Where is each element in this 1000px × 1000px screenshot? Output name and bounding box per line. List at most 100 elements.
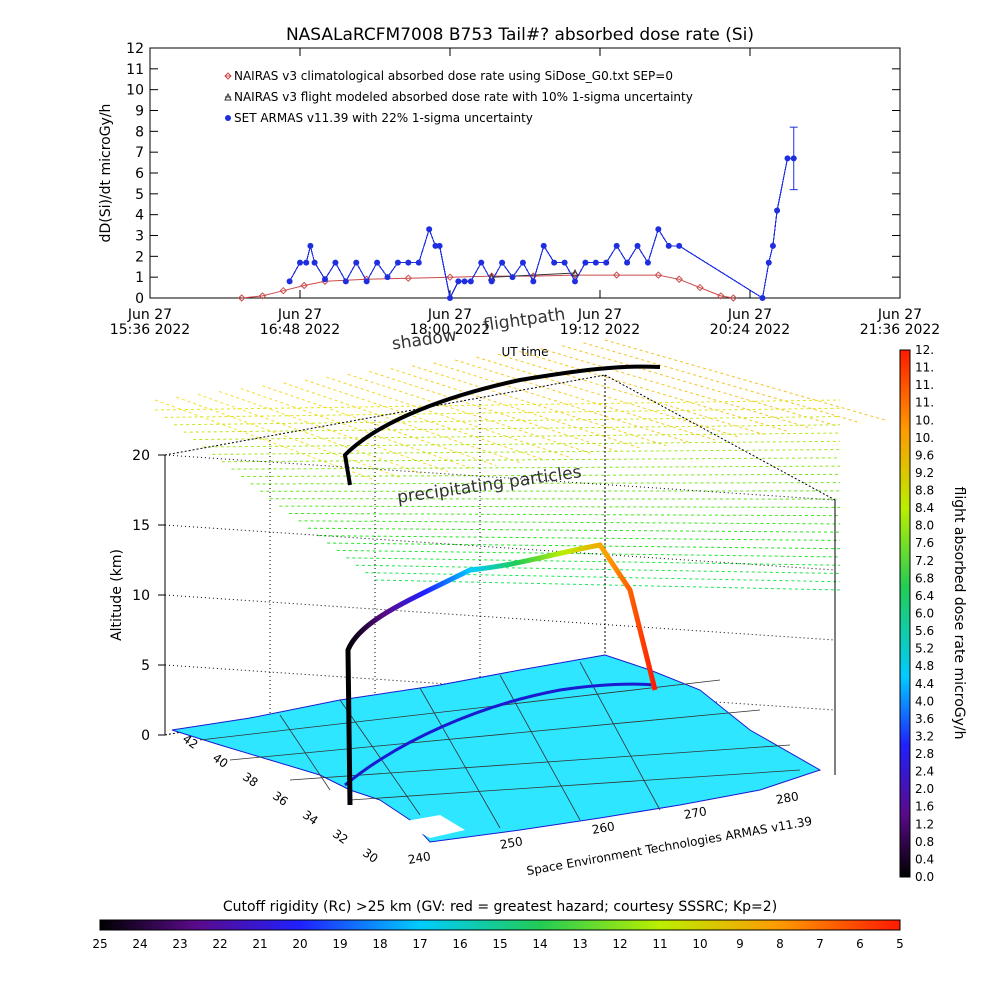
x-tick-time: 16:48 2022 [260,322,340,338]
data-point [540,242,547,249]
data-point [717,292,725,300]
shadow-grid-line [261,385,497,467]
colorbar-tick-label: 4.0 [915,694,934,708]
lat-tick-label: 40 [210,751,231,771]
data-point [654,271,663,279]
rigidity-tick-label: 14 [532,937,547,951]
colorbar-tick-label: 2.8 [915,747,934,761]
shadow-grid-line [540,348,813,430]
colorbar-tick-label: 8.0 [915,519,934,533]
x-tick-time: 21:36 2022 [860,322,940,338]
colorbar-tick-label: 11. [915,378,934,392]
rigidity-tick-label: 10 [692,937,707,951]
x-tick-date: Jun 27 [277,307,322,323]
data-point [572,278,578,285]
y-tick-label: 2 [135,249,144,265]
colorbar-tick-label: 0.0 [915,870,934,884]
white-patch [400,815,465,838]
lon-tick-label: 250 [499,834,524,852]
y-tick-label: 0 [135,291,144,307]
data-point [784,155,791,162]
z-tick-label: 5 [141,658,150,674]
annotation-precipitating-particles: precipitating particles [396,462,583,508]
data-point [519,259,526,266]
colorbar-label: flight absorbed dose rate microGy/h [951,487,967,740]
data-point [509,274,516,281]
series-line [241,274,734,299]
colorbar-tick-label: 5.2 [915,642,934,656]
x-axis-label: UT time [501,345,548,359]
shadow-grid-line [583,342,861,424]
legend-entry: NAIRAS v3 flight modeled absorbed dose r… [234,90,693,104]
rigidity-tick-label: 24 [132,937,147,951]
x-tick-time: 19:12 2022 [560,322,640,338]
colorbar-tick-label: 7.6 [915,536,934,550]
particle-grid-line [154,399,841,411]
rigidity-tick-label: 5 [896,937,904,951]
data-point [415,259,422,266]
colorbar-tick-label: 11. [915,361,934,375]
shadow-flight-path [342,364,661,486]
state-borders [199,661,801,829]
particle-grid-line [308,527,841,533]
shadow-grid-line [497,353,764,435]
z-tick-label: 10 [132,588,150,604]
shadow-grid-line [433,362,691,444]
cutoff-rigidity-title: Cutoff rigidity (Rc) >25 km (GV: red = g… [223,899,777,915]
colorbar-tick-label: 3.6 [915,712,934,726]
data-point [729,294,738,302]
data-point [655,226,662,233]
lat-tick-label: 38 [240,770,261,790]
x-tick-date: Jun 27 [877,307,922,323]
data-point [644,259,651,266]
y-tick-label: 10 [126,83,144,99]
shadow-grid-line [240,388,473,470]
ground-track-line [344,682,656,787]
data-point [322,276,328,283]
particle-grid-line [298,520,841,525]
legend-entry: SET ARMAS v11.39 with 22% 1-sigma uncert… [234,111,533,125]
data-point [384,274,391,281]
flight-path-3d [345,542,658,806]
rigidity-tick-label: 25 [92,937,107,951]
particle-grid-line [355,564,841,574]
rigidity-tick-label: 23 [172,937,187,951]
x-tick-date: Jun 27 [577,307,622,323]
shadow-grid-line [476,356,740,438]
colorbar-tick-label: 8.8 [915,484,934,498]
data-point [603,259,610,266]
shadow-grid-line [347,373,594,455]
data-point [676,242,683,249]
data-point [447,295,453,301]
data-point [455,278,462,285]
colorbar-tick-label: 0.8 [915,835,934,849]
shadow-grid-line [411,365,667,447]
colorbar-tick-label: 4.4 [915,677,934,691]
lat-tick-label: 34 [300,808,321,828]
particle-grid-line [288,512,841,517]
data-point [613,242,620,249]
data-point [363,278,370,285]
particle-grid-line [346,557,841,566]
y-tick-label: 7 [135,145,144,161]
y-tick-label: 11 [126,62,144,78]
legend-marker [224,72,232,80]
shadow-grid-line [304,379,546,461]
colorbar-tick-label: 9.2 [915,466,934,480]
particle-grid-line [327,542,841,550]
lon-tick-label: 260 [591,819,616,837]
data-point [374,259,381,266]
colorbar-tick-label: 2.0 [915,782,934,796]
rigidity-tick-label: 15 [492,937,507,951]
colorbar-tick-label: 9.6 [915,448,934,462]
y-axis-label: dD(Si)/dt microGy/h [98,104,114,243]
data-point [499,259,506,266]
shadow-grid-line [326,376,570,458]
colorbar-tick-label: 12. [915,343,934,357]
particle-grid-line [174,416,841,426]
lon-ticks: 240 250 260 270 280 [407,789,800,867]
data-point [759,295,766,301]
rigidity-tick-label: 22 [212,937,227,951]
